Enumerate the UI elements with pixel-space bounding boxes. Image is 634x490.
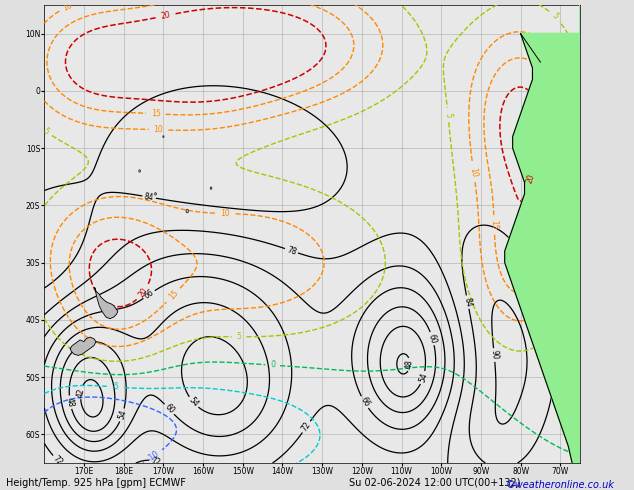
- Text: 60: 60: [427, 333, 438, 344]
- Text: 48: 48: [405, 360, 415, 369]
- Text: 66: 66: [143, 288, 156, 301]
- Text: 72: 72: [150, 456, 162, 467]
- Text: 5: 5: [550, 11, 560, 21]
- Text: 54: 54: [417, 371, 429, 384]
- Text: 78: 78: [285, 245, 297, 257]
- Text: 20: 20: [137, 286, 150, 299]
- Polygon shape: [505, 5, 580, 463]
- Text: 72: 72: [51, 454, 65, 467]
- Text: 5: 5: [41, 126, 50, 136]
- Polygon shape: [505, 5, 580, 463]
- Text: 15: 15: [167, 289, 180, 302]
- Text: ©weatheronline.co.uk: ©weatheronline.co.uk: [506, 480, 615, 490]
- Polygon shape: [70, 337, 96, 355]
- Circle shape: [186, 209, 188, 213]
- Text: 15: 15: [151, 109, 161, 119]
- Text: 10: 10: [220, 209, 230, 218]
- Text: Height/Temp. 925 hPa [gpm] ECMWF: Height/Temp. 925 hPa [gpm] ECMWF: [6, 478, 186, 488]
- Circle shape: [155, 193, 157, 195]
- Text: 48: 48: [65, 397, 75, 408]
- Text: 72: 72: [300, 420, 313, 434]
- Text: 5: 5: [443, 112, 453, 118]
- Text: 54: 54: [117, 409, 128, 421]
- Text: 10: 10: [153, 125, 164, 134]
- Circle shape: [163, 136, 164, 138]
- Text: 10: 10: [61, 0, 74, 13]
- Text: 0: 0: [270, 361, 275, 370]
- Text: 42: 42: [75, 387, 86, 398]
- Circle shape: [210, 187, 212, 189]
- Circle shape: [139, 170, 140, 172]
- Text: -10: -10: [146, 449, 161, 464]
- Text: 20: 20: [160, 10, 171, 21]
- Text: 84: 84: [462, 296, 473, 308]
- Text: -5: -5: [112, 382, 120, 392]
- Text: 5: 5: [236, 332, 242, 341]
- Text: 60: 60: [163, 403, 176, 416]
- Text: Su 02-06-2024 12:00 UTC(00+132): Su 02-06-2024 12:00 UTC(00+132): [349, 478, 521, 488]
- Text: 66: 66: [358, 396, 371, 409]
- Text: 54: 54: [187, 395, 200, 409]
- Text: 20: 20: [524, 172, 536, 185]
- Text: 84: 84: [144, 192, 155, 202]
- Polygon shape: [94, 288, 118, 318]
- Text: 15: 15: [489, 220, 499, 230]
- Text: 90: 90: [489, 350, 499, 360]
- Text: 10: 10: [469, 167, 479, 178]
